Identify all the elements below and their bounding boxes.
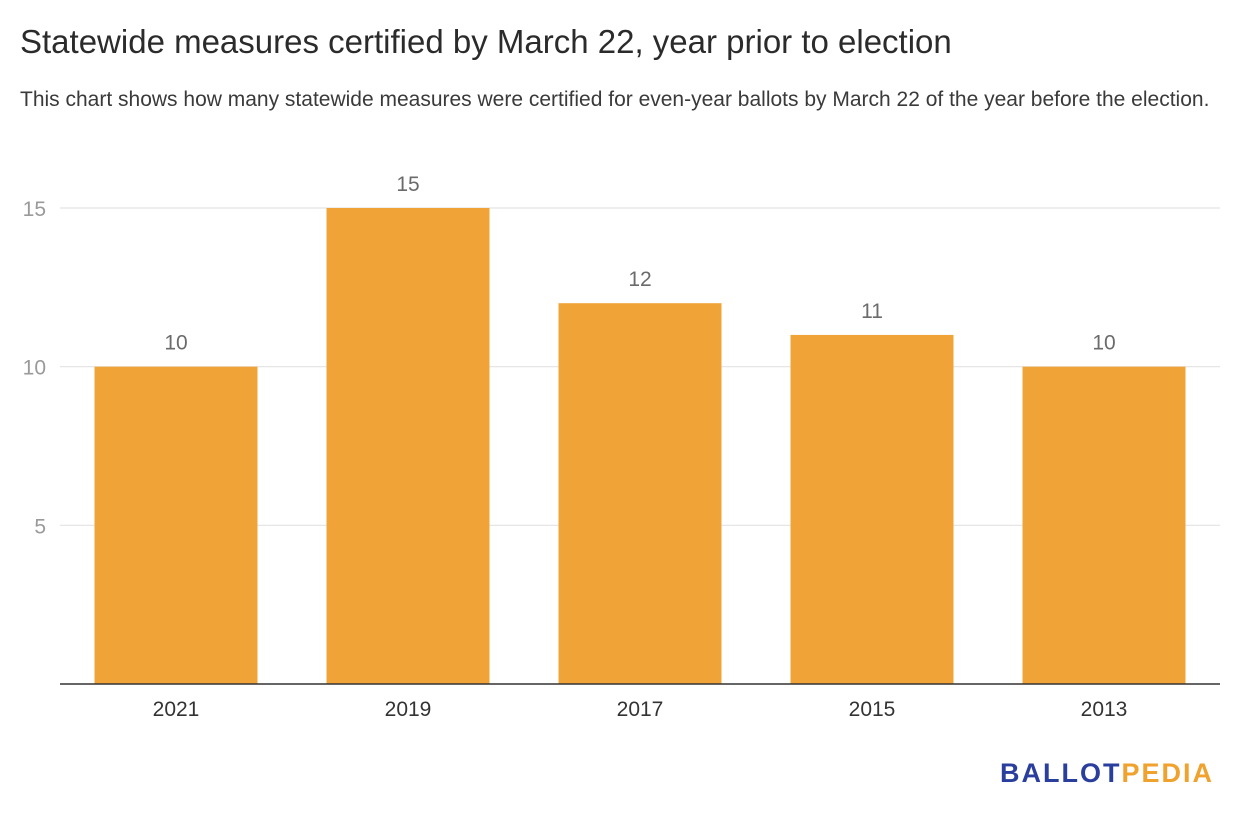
logo-part-pedia: PEDIA: [1121, 758, 1214, 788]
x-tick-label: 2017: [617, 698, 664, 721]
y-tick-label: 10: [23, 357, 46, 380]
data-label: 12: [628, 268, 651, 291]
bar: [326, 208, 490, 684]
x-tick-label: 2013: [1081, 698, 1128, 721]
ballotpedia-logo: BALLOTPEDIA: [1000, 758, 1214, 789]
chart-title: Statewide measures certified by March 22…: [20, 23, 952, 60]
data-label: 10: [164, 332, 187, 355]
bar: [1022, 366, 1186, 684]
x-tick-label: 2021: [153, 698, 200, 721]
y-tick-label: 15: [23, 198, 46, 221]
bar: [790, 334, 954, 684]
data-label: 15: [396, 173, 419, 196]
bar: [94, 366, 258, 684]
data-label: 11: [861, 300, 883, 323]
data-label: 10: [1092, 332, 1115, 355]
x-tick-label: 2019: [385, 698, 432, 721]
bar: [558, 303, 722, 684]
x-tick-label: 2015: [849, 698, 896, 721]
logo-part-ballot: BALLOT: [999, 758, 1122, 788]
y-tick-label: 5: [34, 515, 46, 538]
chart-subtitle: This chart shows how many statewide meas…: [20, 88, 1210, 111]
